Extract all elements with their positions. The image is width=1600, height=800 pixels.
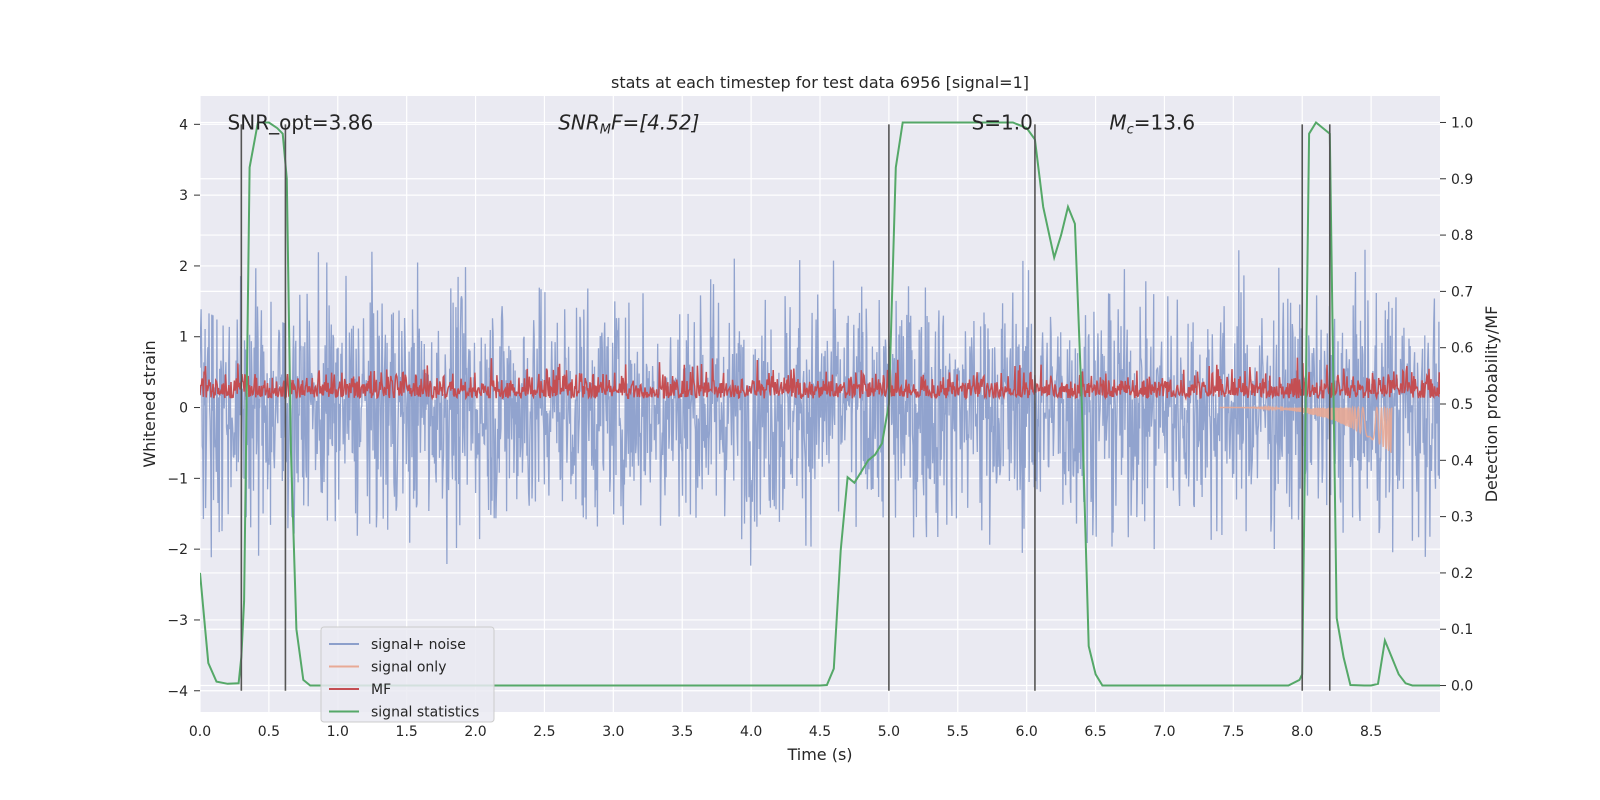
x-tick-label: 3.5 xyxy=(671,724,693,740)
y-tick-label: 1 xyxy=(179,330,188,346)
x-tick-label: 1.0 xyxy=(327,724,349,740)
x-tick-label: 4.0 xyxy=(740,724,762,740)
x-tick-label: 7.5 xyxy=(1222,724,1244,740)
legend-label: MF xyxy=(371,682,391,698)
y-axis-label: Whitened strain xyxy=(140,340,159,467)
annotations: SNR_opt=3.86 SNRMF=[4.52] S=1.0 Mc=13.6 xyxy=(228,110,1195,137)
y-right-tick-label: 0.2 xyxy=(1451,566,1473,582)
x-tick-label: 0.0 xyxy=(189,724,211,740)
x-tick-label: 8.0 xyxy=(1291,724,1313,740)
annotation-text: SNR_opt=3.86 xyxy=(228,110,374,134)
y-axis-right-ticks: 1.0 0.9 0.8 0.7 0.6 0.5 0.4 0.3 0.2 0.1 0.0 xyxy=(1440,115,1473,695)
annotation-1: SNRMF=[4.52] xyxy=(558,110,699,137)
annotation-suffix: =1.0 xyxy=(984,110,1033,134)
annotation-3: Mc=13.6 xyxy=(1109,110,1195,137)
annotation-0: SNR_opt=3.86 xyxy=(228,110,374,134)
x-tick-label: 0.5 xyxy=(258,724,280,740)
x-tick-label: 1.5 xyxy=(396,724,418,740)
y-right-tick-label: 0.9 xyxy=(1451,172,1473,188)
y-right-tick-label: 1.0 xyxy=(1451,115,1473,131)
x-axis-ticks: 0.0 0.5 1.0 1.5 2.0 2.5 3.0 3.5 4.0 4.5 5.0 5.5 6.0 6… xyxy=(189,724,1382,740)
y-axis-left-ticks: 4 3 2 1 0 −1 −2 −3 −4 xyxy=(167,117,200,700)
y-right-tick-label: 0.4 xyxy=(1451,453,1473,469)
x-tick-label: 5.5 xyxy=(947,724,969,740)
y-tick-label: −2 xyxy=(167,542,188,558)
legend-label: signal statistics xyxy=(371,705,479,721)
x-tick-label: 3.0 xyxy=(602,724,624,740)
legend-box xyxy=(320,626,495,723)
y-tick-label: 4 xyxy=(179,117,188,133)
y-right-tick-label: 0.8 xyxy=(1451,228,1473,244)
annotation-text: SNR xyxy=(558,110,600,134)
y-right-tick-label: 0.5 xyxy=(1451,397,1473,413)
annotation-suffix: F=[4.52] xyxy=(611,110,699,134)
y-right-tick-label: 0.3 xyxy=(1451,510,1473,526)
y-right-tick-label: 0.0 xyxy=(1451,679,1473,695)
legend: signal+ noise signal only MF signal statist… xyxy=(320,626,495,723)
y-axis-right-label: Detection probability/MF xyxy=(1482,306,1501,503)
annotation-text: M xyxy=(1109,110,1126,134)
y-right-tick-label: 0.6 xyxy=(1451,341,1473,357)
chart-title: stats at each timestep for test data 695… xyxy=(611,73,1029,92)
x-tick-label: 5.0 xyxy=(878,724,900,740)
x-tick-label: 2.5 xyxy=(533,724,555,740)
x-tick-label: 7.0 xyxy=(1153,724,1175,740)
y-tick-label: −1 xyxy=(167,471,188,487)
y-right-tick-label: 0.1 xyxy=(1451,622,1473,638)
legend-label: signal+ noise xyxy=(371,637,466,653)
annotation-subscript: c xyxy=(1127,122,1134,137)
annotation-subscript: M xyxy=(600,122,611,137)
y-right-tick-label: 0.7 xyxy=(1451,284,1473,300)
x-tick-label: 4.5 xyxy=(809,724,831,740)
x-tick-label: 2.0 xyxy=(464,724,486,740)
legend-label: signal only xyxy=(371,660,446,676)
annotation-2: S=1.0 xyxy=(972,110,1033,134)
annotation-suffix: =13.6 xyxy=(1134,110,1195,134)
x-tick-label: 6.5 xyxy=(1084,724,1106,740)
y-tick-label: 2 xyxy=(179,259,188,275)
annotation-text: S xyxy=(972,110,985,134)
x-tick-label: 8.5 xyxy=(1360,724,1382,740)
y-tick-label: −3 xyxy=(167,613,188,629)
x-tick-label: 6.0 xyxy=(1016,724,1038,740)
y-tick-label: 3 xyxy=(179,188,188,204)
y-tick-label: −4 xyxy=(167,684,188,700)
x-axis-label: Time (s) xyxy=(786,745,852,764)
series-mf xyxy=(200,357,1440,401)
y-tick-label: 0 xyxy=(179,401,188,417)
vertical-markers xyxy=(240,124,1331,691)
series-signal-noise xyxy=(200,249,1440,566)
